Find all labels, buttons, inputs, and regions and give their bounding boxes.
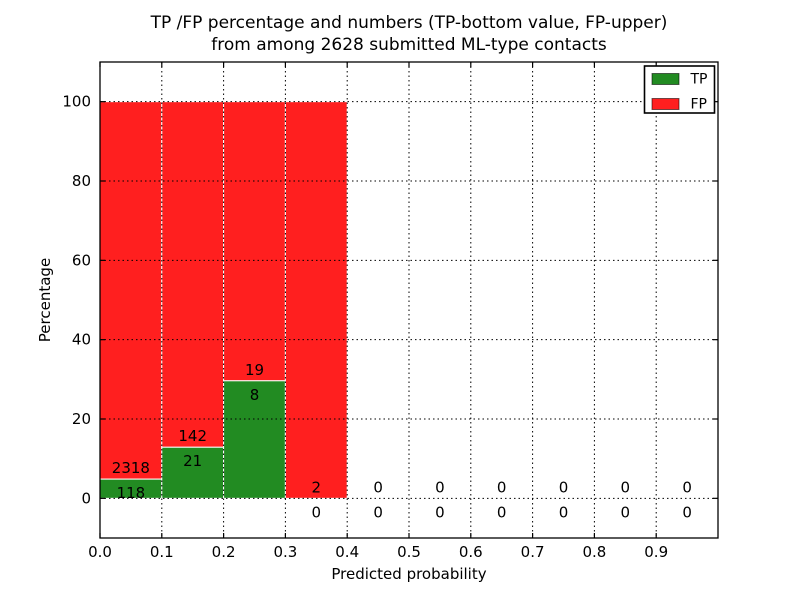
bar-fp-bin2 xyxy=(223,101,286,382)
legend: TP FP xyxy=(643,65,716,114)
annotation-tp-bin2: 8 xyxy=(250,386,260,404)
bar-fp-bin3 xyxy=(284,101,348,499)
annotation-fp-bin6: 0 xyxy=(497,478,507,496)
x-tick-label-2: 0.2 xyxy=(212,543,236,561)
x-tick-label-5: 0.5 xyxy=(397,543,421,561)
x-tick-label-3: 0.3 xyxy=(273,543,297,561)
legend-swatch-tp xyxy=(651,73,680,85)
bar-fp-bin0 xyxy=(99,101,163,480)
annotation-fp-bin1: 142 xyxy=(178,427,207,445)
x-tick-label-8: 0.8 xyxy=(582,543,606,561)
y-tick-label-5: 100 xyxy=(62,93,91,111)
y-tick-label-2: 40 xyxy=(72,331,91,349)
annotation-tp-bin9: 0 xyxy=(682,503,692,521)
annotation-fp-bin0: 2318 xyxy=(112,459,150,477)
x-tick-label-9: 0.9 xyxy=(644,543,668,561)
bar-fp-bin1 xyxy=(161,101,225,448)
chart-title-line1: TP /FP percentage and numbers (TP-bottom… xyxy=(150,13,668,33)
annotation-tp-bin6: 0 xyxy=(497,503,507,521)
legend-swatch-fp xyxy=(651,98,680,110)
x-tick-label-1: 0.1 xyxy=(150,543,174,561)
x-axis-label: Predicted probability xyxy=(331,565,486,583)
x-tick-label-4: 0.4 xyxy=(335,543,359,561)
annotation-fp-bin2: 19 xyxy=(245,361,264,379)
legend-label-tp: TP xyxy=(690,72,708,88)
annotation-tp-bin8: 0 xyxy=(621,503,631,521)
annotation-fp-bin5: 0 xyxy=(435,478,445,496)
bars-group xyxy=(99,101,348,499)
annotation-tp-bin7: 0 xyxy=(559,503,569,521)
y-tick-label-3: 60 xyxy=(72,251,91,269)
annotation-tp-bin3: 0 xyxy=(312,503,322,521)
annotation-tp-bin1: 21 xyxy=(183,452,202,470)
annotation-fp-bin7: 0 xyxy=(559,478,569,496)
annotation-fp-bin8: 0 xyxy=(621,478,631,496)
grid-group xyxy=(100,62,718,538)
tick-labels-group: 0.0 0.1 0.2 0.3 0.4 0.5 0.6 0.7 0.8 0.90204060801… xyxy=(62,93,668,561)
y-tick-label-4: 80 xyxy=(72,172,91,190)
annotation-fp-bin3: 2 xyxy=(312,478,322,496)
annotation-tp-bin4: 0 xyxy=(373,503,383,521)
annotations-group: 2318 118 142 21 19 8 2 0 0 0 0 0 0 0 0 0 0 0 0 0 xyxy=(112,361,692,522)
legend-label-fp: FP xyxy=(691,97,708,113)
x-tick-label-7: 0.7 xyxy=(521,543,545,561)
annotation-fp-bin9: 0 xyxy=(682,478,692,496)
annotation-tp-bin0: 118 xyxy=(117,484,146,502)
x-tick-label-0: 0.0 xyxy=(88,543,112,561)
annotation-tp-bin5: 0 xyxy=(435,503,445,521)
x-tick-label-6: 0.6 xyxy=(459,543,483,561)
chart-title-line2: from among 2628 submitted ML-type contac… xyxy=(211,35,607,55)
tick-marks-group xyxy=(99,62,718,538)
bar-tp-bin1 xyxy=(161,446,225,499)
annotation-fp-bin4: 0 xyxy=(373,478,383,496)
y-tick-label-0: 0 xyxy=(81,489,91,507)
y-tick-label-1: 20 xyxy=(72,410,91,428)
y-axis-label: Percentage xyxy=(36,258,54,342)
